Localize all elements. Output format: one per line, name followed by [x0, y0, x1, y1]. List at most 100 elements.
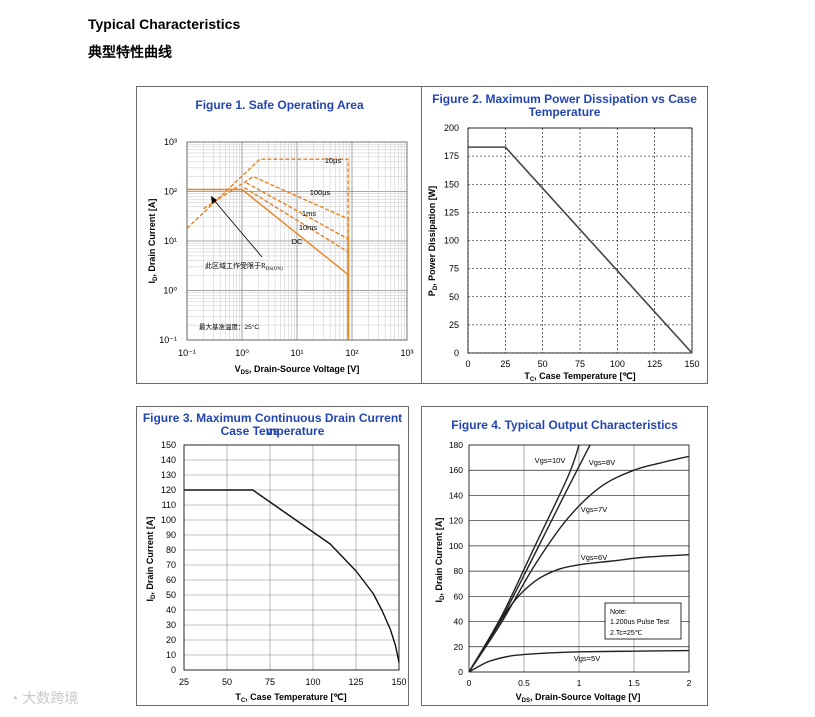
soa-ytick-2: 10¹ — [164, 236, 177, 246]
soa-xtick-4: 10³ — [400, 348, 413, 358]
soa-series-4 — [187, 188, 349, 340]
pd-ytick-3: 75 — [449, 264, 459, 274]
id-ytick-13: 130 — [161, 470, 176, 480]
id-ytick-6: 60 — [166, 575, 176, 585]
id-ytick-15: 150 — [161, 440, 176, 450]
id-ylabel: ID, Drain Current [A] — [145, 517, 157, 602]
soa-xtick-0: 10⁻¹ — [178, 348, 196, 358]
pd-xtick-4: 100 — [610, 359, 625, 369]
id-ytick-5: 50 — [166, 590, 176, 600]
oc-ytick-8: 160 — [449, 465, 463, 475]
section-heading-cn: 典型特性曲线 — [88, 44, 172, 60]
soa-label-3: 10ms — [299, 223, 318, 232]
oc-label-0: Vgs=10V — [535, 456, 566, 465]
pd-ytick-5: 125 — [444, 207, 459, 217]
oc-ytick-5: 100 — [449, 541, 463, 551]
oc-series-3 — [469, 554, 689, 672]
oc-label-2: Vgs=7V — [581, 505, 607, 514]
id-xtick-4: 125 — [348, 677, 363, 687]
oc-ylabel: ID, Drain Current [A] — [434, 518, 446, 603]
figure-4-chart: 0 0.5 1 1.5 2020406080100120140160180Vgs=10V… — [434, 440, 692, 704]
soa-xtick-1: 10⁰ — [235, 348, 249, 358]
pd-plot-frame — [467, 127, 693, 354]
oc-ytick-1: 20 — [454, 642, 464, 652]
pd-ytick-8: 200 — [444, 123, 459, 133]
oc-xtick-3: 1.5 — [628, 678, 640, 688]
id-xtick-2: 75 — [265, 677, 275, 687]
pd-series-line — [468, 146, 693, 354]
id-series-line — [184, 489, 400, 663]
watermark-text: 大数跨境 — [22, 690, 79, 706]
oc-series-0 — [469, 445, 580, 672]
watermark: ◔ 大数跨境 — [10, 688, 78, 708]
watermark-icon: ◔ — [10, 690, 23, 706]
soa-ytick-1: 10⁰ — [163, 286, 177, 296]
oc-xtick-4: 2 — [687, 678, 692, 688]
pd-xtick-0: 0 — [465, 359, 470, 369]
pd-xlabel: TC, Case Temperature [℃] — [524, 371, 635, 383]
oc-xtick-1: 0.5 — [518, 678, 530, 688]
soa-arrow-head — [211, 196, 217, 204]
figure-1-panel: Figure 1. Safe Operating Area 10µs 100µs 1… — [136, 86, 423, 384]
soa-xtick-2: 10¹ — [290, 348, 303, 358]
id-ytick-12: 120 — [161, 485, 176, 495]
id-ytick-11: 110 — [162, 500, 176, 510]
oc-xtick-2: 1 — [577, 678, 582, 688]
figure-4-title: Figure 4. Typical Output Characteristics — [451, 418, 678, 432]
pd-ytick-7: 175 — [444, 151, 459, 161]
oc-xtick-0: 0 — [467, 678, 472, 688]
id-plot-frame — [183, 444, 400, 671]
id-xtick-5: 150 — [391, 677, 406, 687]
figure-2-chart: 0 25 50 75 100 125 150 0 25 50 75 100 125 150 175 200 TC… — [427, 123, 700, 383]
soa-xlabel: VDS, Drain-Source Voltage [V] — [235, 364, 360, 376]
id-ytick-2: 20 — [166, 635, 176, 645]
id-ytick-7: 70 — [166, 560, 176, 570]
oc-note-box — [604, 602, 682, 640]
oc-note-line-1: 1.200us Pulse Test — [610, 619, 669, 626]
oc-series-2 — [469, 455, 689, 672]
pd-ytick-0: 0 — [454, 348, 459, 358]
oc-label-4: Vgs=5V — [574, 654, 600, 663]
soa-label-1: 100µs — [310, 188, 331, 197]
figure-3-title-line-1: Figure 3. Maximum Continuous Drain Curre… — [142, 411, 403, 438]
id-ytick-1: 10 — [166, 650, 176, 660]
soa-plot-frame — [186, 141, 408, 341]
pd-ytick-4: 100 — [444, 236, 459, 246]
figure-2-panel: Figure 2. Maximum Power Dissipation vs C… — [421, 86, 708, 384]
pd-xtick-5: 125 — [647, 359, 662, 369]
id-ytick-3: 30 — [166, 620, 176, 630]
id-ytick-0: 0 — [171, 665, 176, 675]
id-ytick-8: 80 — [166, 545, 176, 555]
soa-ylabel: ID, Drain Current [A] — [147, 199, 159, 284]
pd-ylabel: PD, Power Dissipation [W] — [427, 186, 439, 296]
oc-note-line-2: 2.Tc=25℃ — [610, 630, 643, 637]
oc-ytick-9: 180 — [449, 440, 463, 450]
soa-label-4: DC — [292, 237, 303, 246]
soa-ytick-0: 10⁻¹ — [159, 335, 177, 345]
soa-label-2: 1ms — [302, 209, 316, 218]
figure-2-title-line-2: Temperature — [528, 105, 601, 119]
id-xtick-1: 50 — [222, 677, 232, 687]
pd-xtick-1: 25 — [500, 359, 510, 369]
id-xlabel: TC, Case Temperature [℃] — [235, 692, 346, 704]
soa-xtick-3: 10² — [345, 348, 358, 358]
id-ytick-14: 140 — [161, 455, 176, 465]
figure-3-title-line-2: Case Temperature — [220, 424, 325, 438]
pd-xtick-6: 150 — [684, 359, 699, 369]
oc-ytick-0: 0 — [458, 667, 463, 677]
pd-ytick-6: 150 — [444, 179, 459, 189]
pd-xtick-3: 75 — [575, 359, 585, 369]
oc-ytick-3: 60 — [454, 591, 464, 601]
oc-note-title: Note: — [610, 609, 627, 616]
oc-label-1: Vgs=8V — [589, 458, 615, 467]
figure-1-title: Figure 1. Safe Operating Area — [195, 98, 364, 112]
soa-label-0: 10µs — [325, 156, 342, 165]
oc-ytick-4: 80 — [454, 566, 464, 576]
soa-rds-note: 此区域工作受限于RDS(ON) — [205, 261, 283, 272]
id-ytick-9: 90 — [166, 530, 176, 540]
id-ytick-4: 40 — [166, 605, 176, 615]
soa-arrow-line — [212, 198, 263, 258]
pd-ytick-2: 50 — [449, 292, 459, 302]
figure-3-chart: 25 50 75 100 125 150 0 10 20 30 40 50 60 70 80 90 100 110… — [145, 440, 407, 704]
id-ytick-10: 100 — [161, 515, 176, 525]
